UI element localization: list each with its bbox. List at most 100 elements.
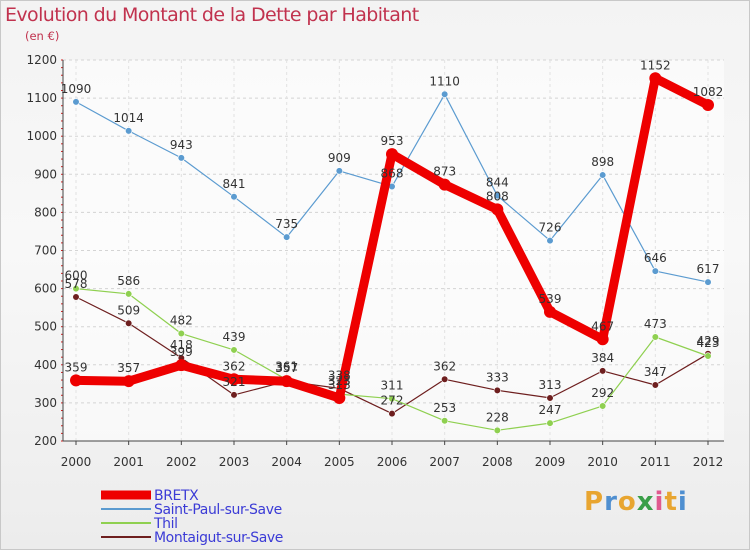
data-point <box>704 278 712 286</box>
data-label: 953 <box>381 134 404 148</box>
x-tick-label: 2012 <box>693 455 724 469</box>
logo-letter: P <box>584 487 605 517</box>
data-point <box>599 402 607 410</box>
data-point <box>441 375 449 383</box>
data-point <box>546 236 554 245</box>
legend-swatch <box>101 536 151 538</box>
legend-item: Thil <box>101 516 178 532</box>
data-point <box>546 419 554 427</box>
data-label: 247 <box>539 403 562 417</box>
data-label: 311 <box>381 379 404 393</box>
data-label: 362 <box>223 359 246 373</box>
legend-swatch <box>101 508 151 510</box>
data-point <box>491 203 504 216</box>
data-point <box>704 352 712 360</box>
data-label: 418 <box>170 338 193 352</box>
data-label: 898 <box>591 155 614 169</box>
legend: BRETXSaint-Paul-sur-SaveThilMontaigut-su… <box>101 488 283 546</box>
data-label: 228 <box>486 410 509 424</box>
y-axis-tick-labels: 200 300 400 500 600 700 800 900 1000 1100 1200 <box>26 53 57 448</box>
y-tick-label: 900 <box>34 167 57 181</box>
legend-swatch <box>101 490 151 500</box>
data-label: 399 <box>170 345 193 359</box>
data-label: 1152 <box>640 58 671 72</box>
data-point <box>493 426 501 434</box>
chart-subtitle: (en €) <box>25 29 60 43</box>
data-point <box>702 98 714 111</box>
data-label: 646 <box>644 251 667 265</box>
legend-label: Thil <box>153 516 178 532</box>
data-point <box>177 329 185 338</box>
x-tick-label: 2003 <box>219 455 250 469</box>
data-label: 473 <box>644 317 667 331</box>
legend-item: Montaigut-sur-Save <box>101 530 283 546</box>
data-label: 272 <box>381 394 404 408</box>
data-label: 943 <box>170 138 193 152</box>
x-tick-label: 2010 <box>587 455 618 469</box>
data-point <box>438 178 451 191</box>
data-point <box>230 346 238 354</box>
data-point <box>283 233 291 241</box>
x-tick-label: 2007 <box>429 455 460 469</box>
data-point <box>72 293 80 301</box>
data-point <box>335 167 343 175</box>
data-label: 439 <box>223 330 246 344</box>
legend-label: Saint-Paul-sur-Save <box>154 502 282 518</box>
data-label: 321 <box>223 375 246 389</box>
y-tick-label: 1100 <box>26 91 57 105</box>
legend-item: Saint-Paul-sur-Save <box>101 502 282 518</box>
data-point <box>599 171 607 179</box>
legend-label: Montaigut-sur-Save <box>154 530 283 546</box>
data-label: 313 <box>539 378 562 392</box>
data-label: 539 <box>539 292 562 306</box>
data-point <box>72 285 80 293</box>
data-point <box>72 98 80 106</box>
proxiti-logo: Proxiti <box>584 487 688 517</box>
data-label: 586 <box>117 274 140 288</box>
data-point <box>651 267 659 275</box>
data-label: 578 <box>65 277 88 291</box>
data-point <box>388 409 396 418</box>
data-label: 357 <box>117 361 140 375</box>
data-point <box>388 395 396 403</box>
data-label: 844 <box>486 176 509 190</box>
y-tick-label: 300 <box>34 396 57 410</box>
data-label: 357 <box>275 361 298 375</box>
data-label: 359 <box>65 360 88 374</box>
x-tick-label: 2011 <box>640 455 671 469</box>
logo-letter: i <box>677 487 688 517</box>
data-point <box>125 127 133 135</box>
data-label: 467 <box>591 319 614 333</box>
logo-letter: x <box>636 487 655 517</box>
y-tick-label: 200 <box>34 434 57 448</box>
data-point <box>230 391 238 399</box>
logo-letter: r <box>604 487 618 517</box>
series-saint-paul-sur-save <box>72 90 712 286</box>
data-point <box>651 333 659 341</box>
data-label: 909 <box>328 151 351 165</box>
y-tick-label: 500 <box>34 320 57 334</box>
chart-title: Evolution du Montant de la Dette par Hab… <box>5 4 419 26</box>
data-label: 873 <box>433 165 456 179</box>
data-point <box>228 373 240 386</box>
y-tick-label: 400 <box>34 358 57 372</box>
data-label: 868 <box>381 166 404 180</box>
data-label: 347 <box>644 365 667 379</box>
data-label: 600 <box>65 269 88 283</box>
data-label: 1110 <box>429 74 460 88</box>
y-tick-label: 1200 <box>26 53 57 67</box>
legend-item: BRETX <box>101 488 200 504</box>
x-tick-label: 2009 <box>535 455 566 469</box>
data-label: 429 <box>697 334 720 348</box>
data-label: 482 <box>170 314 193 328</box>
data-labels: 359 357 399 362 357 313 953 873 808 539 467 1152 108… <box>61 58 724 424</box>
x-tick-label: 2005 <box>324 455 355 469</box>
data-point <box>70 374 82 387</box>
y-tick-label: 600 <box>34 282 57 296</box>
data-label: 1014 <box>113 111 144 125</box>
data-point <box>493 386 501 394</box>
data-label: 362 <box>433 359 456 373</box>
data-point <box>125 319 133 327</box>
data-label: 357 <box>275 361 298 375</box>
